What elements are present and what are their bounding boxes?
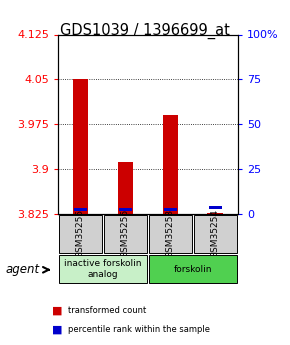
Bar xyxy=(162,115,178,214)
Text: percentile rank within the sample: percentile rank within the sample xyxy=(68,325,210,334)
Bar xyxy=(72,79,88,214)
Bar xyxy=(164,208,177,210)
Text: GSM35256: GSM35256 xyxy=(121,209,130,258)
Text: transformed count: transformed count xyxy=(68,306,146,315)
Text: ■: ■ xyxy=(52,306,63,315)
Text: GDS1039 / 1396699_at: GDS1039 / 1396699_at xyxy=(60,22,230,39)
Bar xyxy=(119,208,132,211)
Text: agent: agent xyxy=(6,263,40,276)
Bar xyxy=(207,213,223,214)
Bar xyxy=(209,206,222,209)
Text: inactive forskolin
analog: inactive forskolin analog xyxy=(64,259,142,279)
FancyBboxPatch shape xyxy=(194,215,237,253)
FancyBboxPatch shape xyxy=(104,215,147,253)
Text: ■: ■ xyxy=(52,325,63,334)
FancyBboxPatch shape xyxy=(59,255,147,283)
Bar xyxy=(117,162,133,214)
Bar xyxy=(74,208,87,210)
Text: GSM35255: GSM35255 xyxy=(76,209,85,258)
Text: forskolin: forskolin xyxy=(174,265,212,274)
Text: GSM35254: GSM35254 xyxy=(211,209,220,258)
FancyBboxPatch shape xyxy=(59,215,102,253)
Text: GSM35253: GSM35253 xyxy=(166,209,175,258)
FancyBboxPatch shape xyxy=(149,215,192,253)
FancyBboxPatch shape xyxy=(149,255,237,283)
